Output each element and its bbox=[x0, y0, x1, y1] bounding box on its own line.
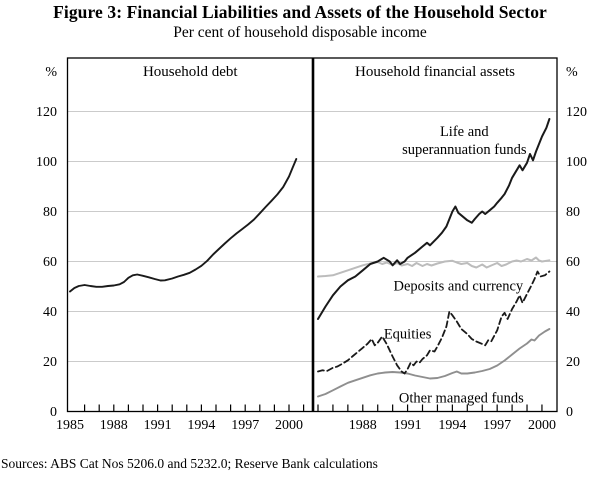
y-tick-label-right: 0 bbox=[566, 405, 573, 420]
y-tick-label-left: 0 bbox=[50, 405, 57, 420]
series-label-life-and-superannuation-funds: superannuation funds bbox=[402, 142, 527, 158]
figure-title: Figure 3: Financial Liabilities and Asse… bbox=[53, 2, 547, 22]
x-tick-label: 1988 bbox=[349, 418, 377, 433]
y-tick-label-left: 20 bbox=[43, 355, 57, 370]
y-tick-label-left: 80 bbox=[43, 205, 57, 220]
x-tick-label: 1997 bbox=[231, 418, 259, 433]
y-tick-label-right: 40 bbox=[566, 305, 580, 320]
chart-canvas: Deposits and currency Other managed funds… bbox=[36, 57, 587, 433]
series-life-and-superannuation-funds bbox=[317, 118, 551, 320]
y-tick-label-right: 120 bbox=[566, 105, 587, 120]
x-tick-label: 1988 bbox=[100, 418, 128, 433]
source-note: Sources: ABS Cat Nos 5206.0 and 5232.0; … bbox=[1, 456, 378, 471]
y-tick-label-left: 60 bbox=[43, 255, 57, 270]
figure-subtitle: Per cent of household disposable income bbox=[173, 24, 427, 41]
x-tick-label: 1985 bbox=[56, 418, 84, 433]
x-tick-label: 1991 bbox=[394, 418, 422, 433]
x-tick-label: 1991 bbox=[144, 418, 172, 433]
panel-title: Household debt bbox=[143, 64, 238, 80]
x-tick-label: 2000 bbox=[528, 418, 556, 433]
x-tick-label: 1994 bbox=[187, 418, 215, 433]
y-tick-label-right: 60 bbox=[566, 255, 580, 270]
panel-title: Household financial assets bbox=[355, 64, 515, 80]
series-deposits-and-currency bbox=[317, 256, 551, 278]
x-tick-label: 1994 bbox=[438, 418, 466, 433]
series-other-managed-funds bbox=[317, 328, 551, 398]
y-tick-label-right: 20 bbox=[566, 355, 580, 370]
x-tick-label: 2000 bbox=[275, 418, 303, 433]
series-household-debt bbox=[69, 158, 298, 293]
series-label-other-managed-funds: Other managed funds bbox=[399, 391, 524, 407]
y-tick-label-left: 100 bbox=[36, 155, 57, 170]
y-tick-label-right: 100 bbox=[566, 155, 587, 170]
series-equities bbox=[317, 270, 551, 375]
y-tick-label-left: 40 bbox=[43, 305, 57, 320]
y-axis-unit-left: % bbox=[45, 65, 57, 80]
y-tick-label-left: 120 bbox=[36, 105, 57, 120]
x-tick-label: 1997 bbox=[483, 418, 511, 433]
series-label-deposits-and-currency: Deposits and currency bbox=[394, 279, 524, 295]
series-label-equities: Equities bbox=[384, 327, 432, 343]
series-label-life-and-superannuation-funds: Life and bbox=[440, 124, 489, 140]
y-axis-unit-right: % bbox=[566, 65, 578, 80]
y-tick-label-right: 80 bbox=[566, 205, 580, 220]
